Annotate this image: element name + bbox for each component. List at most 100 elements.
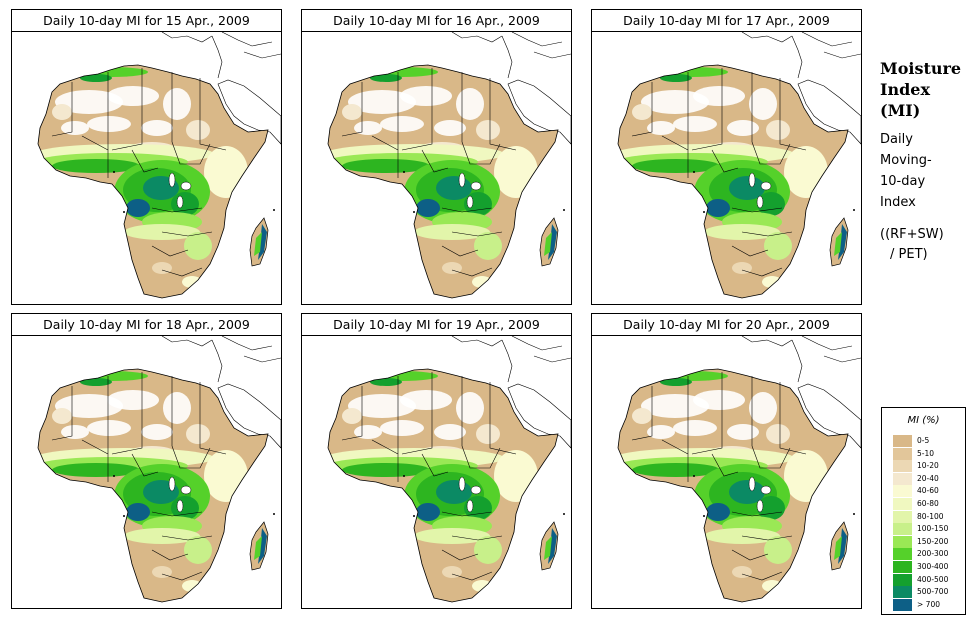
madagascar-green (834, 232, 842, 256)
island (403, 475, 405, 477)
formula-line: ((RF+SW) (880, 227, 944, 242)
border-lines (161, 32, 281, 59)
legend-item: 500-700 (893, 586, 963, 599)
madagascar-wet-coast (258, 528, 267, 564)
island (273, 513, 275, 515)
island (563, 513, 565, 515)
lake (176, 195, 184, 209)
legend-item: 10-20 (893, 460, 963, 473)
africa-coastline (327, 64, 559, 299)
arabian-peninsula-outline (217, 383, 281, 449)
arabian-peninsula-outline (507, 383, 571, 449)
heading-line: Index (880, 80, 931, 99)
africa-mi-map (617, 336, 861, 603)
legend-label: 500-700 (917, 587, 949, 597)
lake (168, 172, 176, 188)
arabian-peninsula-outline (797, 79, 861, 145)
panel-title: Daily 10-day MI for 20 Apr., 2009 (592, 314, 861, 336)
lake (458, 476, 466, 492)
map-panel-apr17: Daily 10-day MI for 17 Apr., 2009 (591, 9, 862, 305)
island (113, 475, 115, 477)
border-lines (451, 336, 571, 363)
border-lines (741, 336, 861, 363)
madagascar-wet-coast (838, 528, 847, 564)
legend-label: > 700 (917, 599, 940, 609)
legend-item: 400-500 (893, 573, 963, 586)
madagascar-wet-coast (838, 224, 847, 260)
country-borders (631, 68, 807, 277)
legend-swatch (893, 548, 912, 561)
legend-swatch (893, 510, 912, 523)
formula: ((RF+SW) / PET) (880, 225, 974, 265)
legend-swatch (893, 472, 912, 485)
africa-mi-map (37, 336, 281, 603)
lake (176, 499, 184, 513)
arabian-peninsula-outline (507, 79, 571, 145)
legend-label: 40-60 (917, 486, 939, 496)
heading-line: (MI) (880, 101, 921, 120)
legend-item: 40-60 (893, 485, 963, 498)
africa-coastline (617, 64, 849, 299)
africa-coastline (327, 368, 559, 603)
legend-item: > 700 (893, 598, 963, 611)
madagascar-wet-coast (258, 224, 267, 260)
description: Daily Moving- 10-day Index (880, 129, 974, 213)
lake (760, 181, 772, 191)
formula-line: / PET) (890, 247, 928, 262)
arabian-peninsula-outline (797, 383, 861, 449)
island (693, 475, 695, 477)
coastline (501, 339, 513, 383)
africa-mi-map (617, 32, 861, 299)
legend-label: 80-100 (917, 511, 944, 521)
legend-swatch (893, 460, 912, 473)
madagascar-green (254, 232, 262, 256)
island (703, 515, 705, 517)
country-borders (341, 68, 517, 277)
legend-swatch (893, 485, 912, 498)
color-legend: MI (%) 0-5 5-10 10-20 20-40 40-60 60-80 80-100… (881, 407, 966, 615)
legend-item: 300-400 (893, 561, 963, 573)
legend-label: 5-10 (917, 448, 935, 458)
description-line: 10-day (880, 174, 926, 189)
border-lines (741, 32, 861, 59)
island (123, 515, 125, 517)
legend-label: 300-400 (917, 562, 949, 571)
legend-label: 150-200 (917, 536, 949, 546)
island (113, 171, 115, 173)
madagascar-green (544, 232, 552, 256)
island (703, 211, 705, 213)
description-line: Moving- (880, 153, 932, 168)
island (413, 515, 415, 517)
lake (748, 476, 756, 492)
island (853, 513, 855, 515)
legend-swatch (893, 598, 912, 611)
map-panel-apr15: Daily 10-day MI for 15 Apr., 2009 (11, 9, 282, 305)
lake (748, 172, 756, 188)
legend-label: 20-40 (917, 473, 939, 483)
lake (756, 195, 764, 209)
madagascar-green (834, 536, 842, 560)
legend-label: 60-80 (917, 499, 939, 508)
island (123, 211, 125, 213)
lake (458, 172, 466, 188)
border-lines (161, 336, 281, 363)
legend-title: MI (%) (907, 415, 940, 426)
arabian-peninsula-outline (217, 79, 281, 145)
lake (466, 195, 474, 209)
map-panel-apr19: Daily 10-day MI for 19 Apr., 2009 (301, 313, 572, 609)
island (403, 171, 405, 173)
index-description: Moisture Index (MI) Daily Moving- 10-day… (880, 58, 974, 265)
island (413, 211, 415, 213)
legend-item: 60-80 (893, 498, 963, 510)
island (693, 171, 695, 173)
description-line: Daily (880, 132, 913, 147)
africa-coastline (37, 368, 269, 603)
africa-coastline (617, 368, 849, 603)
lake (470, 485, 482, 495)
lake (466, 499, 474, 513)
island (273, 209, 275, 211)
legend-item: 0-5 (893, 435, 963, 447)
legend-swatch (893, 435, 912, 447)
panel-title: Daily 10-day MI for 16 Apr., 2009 (302, 10, 571, 32)
legend-label: 0-5 (917, 436, 930, 445)
